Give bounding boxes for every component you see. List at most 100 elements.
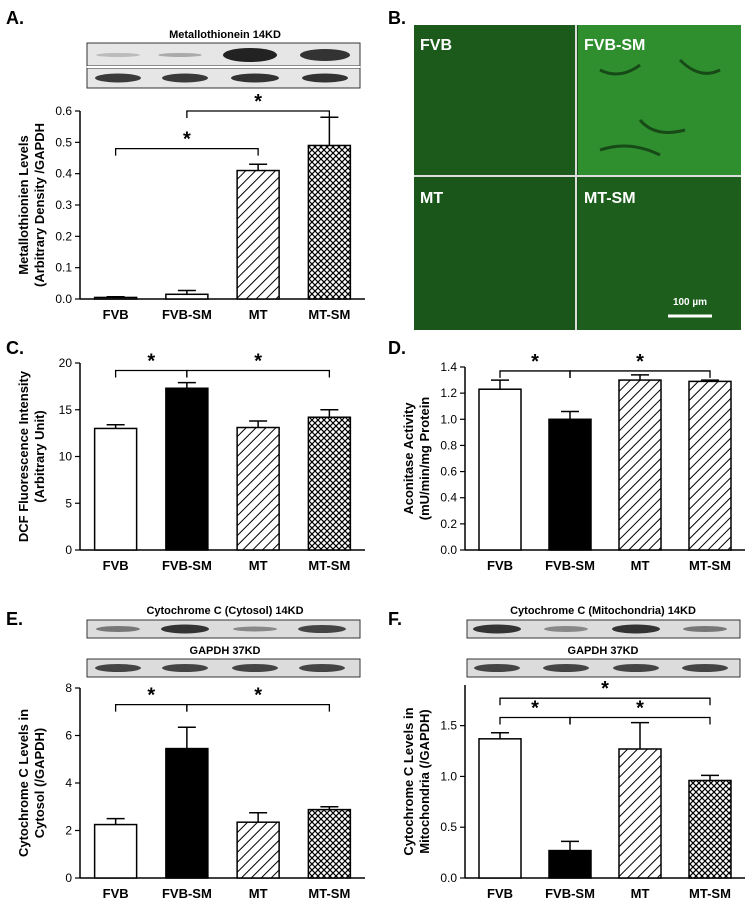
bar-fvb-sm [165,387,209,551]
x-tick-label: MT-SM [689,886,731,901]
y-tick-label: 0.4 [440,491,457,505]
x-tick-label: MT [249,307,268,322]
significance-bracket [186,110,331,118]
bar-fvb-sm [548,418,592,551]
y-tick-label: 0.1 [55,261,72,275]
blot-e-strip-top [86,619,361,639]
bar-mt-sm [688,779,732,879]
micrograph-mt-sm [578,177,741,330]
scale-bar-label: 100 µm [673,297,707,308]
y-axis-label: Metallothionien Levels [16,135,31,274]
chart-e: 0 2 4 6 8 Cytochrome C Levels in Cytosol (/GAP… [16,681,365,901]
panel-letter-d: D. [388,338,406,358]
y-tick-label: 0.2 [440,517,457,531]
significance-bracket [499,697,711,706]
y-axis-label: Mitochondria (/GAPDH) [417,709,432,853]
y-tick-label: 4 [65,776,72,790]
bar-fvb [478,738,522,879]
y-tick-label: 0.4 [55,167,72,181]
panel-letter-b: B. [388,8,406,28]
significance-star: * [147,685,155,707]
blot-band [473,624,521,634]
x-tick-label: FVB-SM [545,558,595,573]
y-tick-label: 5 [65,496,72,510]
y-tick-label: 1.0 [440,412,457,426]
significance-star: * [254,91,262,113]
blot-f-strip-top [466,619,741,639]
blot-band [612,624,660,634]
y-tick-label: 1.2 [440,386,457,400]
y-axis-label: (Arbitrary Unit) [32,410,47,502]
blot-e-strip-bottom [86,658,361,678]
y-axis-label: (Arbitrary Density /GAPDH [32,123,47,287]
blot-band [95,664,141,672]
significance-bracket [114,147,259,156]
x-tick-label: FVB-SM [162,558,212,573]
blot-f: Cytochrome C (Mitochondria) 14KD GAPDH 3… [466,605,741,678]
y-axis-label: Cytochrome C Levels in [401,707,416,855]
significance-star: * [601,678,609,700]
blot-e-label-top: Cytochrome C (Cytosol) 14KD [146,605,303,617]
blot-a: Metallothionein 14KD [86,29,361,89]
y-tick-label: 0.5 [440,820,457,834]
x-tick-label: FVB [103,886,129,901]
blot-e: Cytochrome C (Cytosol) 14KD GAPDH 37KD [86,605,361,678]
panel-letter-a: A. [6,8,24,28]
blot-band [232,664,278,672]
y-tick-label: 0.5 [55,135,72,149]
significance-star: * [147,350,155,372]
micrograph-grid: FVB FVB-SM MT MT-SM 100 µm [414,25,741,330]
blot-band [543,664,589,672]
bar-fvb [93,296,138,300]
blot-band [300,49,350,61]
significance-star: * [636,351,644,373]
x-tick-label: FVB [487,886,513,901]
blot-band [161,624,209,634]
x-tick-label: FVB [103,307,129,322]
y-tick-label: 8 [65,681,72,695]
y-tick-label: 0.6 [440,465,457,479]
blot-band [231,73,279,83]
x-tick-label: MT [631,558,650,573]
significance-star: * [183,129,191,151]
micrograph-label-mt: MT [420,190,443,207]
blot-band [95,73,141,83]
significance-bracket [569,716,711,725]
y-tick-label: 0.0 [440,543,457,557]
blot-band [683,626,727,632]
blot-band [682,664,728,672]
blot-band [299,664,345,672]
blot-band [162,73,208,83]
significance-star: * [531,351,539,373]
blot-band [233,626,277,632]
y-tick-label: 1.4 [440,360,457,374]
y-tick-label: 15 [59,403,73,417]
bar-mt-sm [307,808,352,879]
blot-f-strip-bottom [466,658,741,678]
y-tick-label: 0 [65,543,72,557]
blot-band [96,53,140,57]
micrograph-label-mt-sm: MT-SM [584,190,636,207]
x-tick-label: MT-SM [308,886,350,901]
blot-band [544,626,588,632]
y-tick-label: 0 [65,871,72,885]
bar-fvb [478,388,522,551]
significance-star: * [636,698,644,720]
x-tick-label: MT [249,558,268,573]
panel-letter-f: F. [388,609,402,629]
bar-fvb-sm [548,849,592,879]
blot-band [302,73,348,83]
blot-band [613,664,659,672]
y-axis-label: Aconitase Activity [401,402,416,515]
x-tick-label: FVB-SM [162,307,212,322]
bar-mt-sm [307,144,352,300]
panel-letter-c: C. [6,338,24,358]
bar-mt [618,379,662,551]
bar-fvb-sm [165,747,209,879]
micrograph-fvb [414,25,576,175]
blot-a-label: Metallothionein 14KD [169,29,281,41]
y-tick-label: 0.0 [440,871,457,885]
y-tick-label: 0.2 [55,229,72,243]
chart-d: 0.0 0.2 0.4 0.6 0.8 1.0 1.2 1.4 Aconitase Activi… [401,351,745,573]
y-tick-label: 0.0 [55,292,72,306]
